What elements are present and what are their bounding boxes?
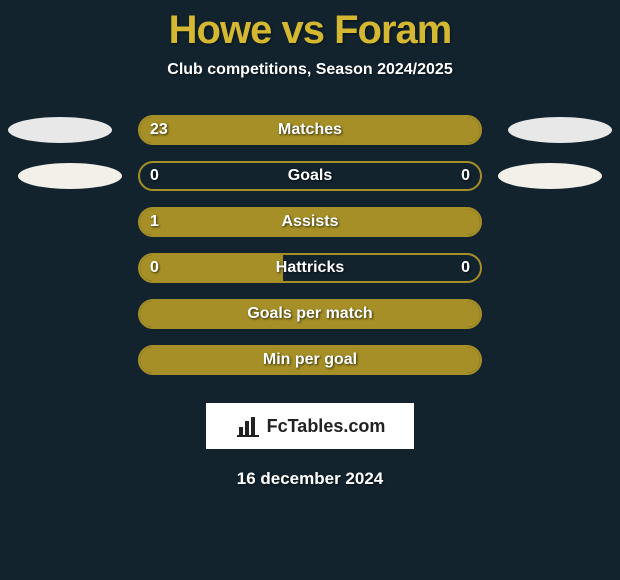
stat-bar-fill-left	[140, 255, 283, 281]
stat-bar: Min per goal	[138, 345, 482, 375]
stat-row: 0 0 Hattricks	[0, 253, 620, 299]
stat-label: Goals per match	[247, 305, 372, 323]
stat-bar: 1 Assists	[138, 207, 482, 237]
player-ellipse-right	[508, 117, 612, 143]
comparison-chart: 23 Matches 0 0 Goals 1 Assists 0 0 Hattricks Goals…	[0, 115, 620, 391]
stat-value-left: 1	[150, 213, 159, 231]
footer-date: 16 december 2024	[0, 469, 620, 489]
page-title: Howe vs Foram	[0, 0, 620, 53]
stat-label: Min per goal	[263, 351, 357, 369]
footer-logo: FcTables.com	[206, 403, 414, 449]
stat-bar: 0 0 Goals	[138, 161, 482, 191]
stat-bar: 23 Matches	[138, 115, 482, 145]
stat-row: 23 Matches	[0, 115, 620, 161]
stat-row: Goals per match	[0, 299, 620, 345]
player-ellipse-left	[8, 117, 112, 143]
stat-label: Hattricks	[276, 259, 344, 277]
page-subtitle: Club competitions, Season 2024/2025	[0, 61, 620, 79]
stat-bar: 0 0 Hattricks	[138, 253, 482, 283]
stat-label: Assists	[282, 213, 339, 231]
stat-value-left: 0	[150, 259, 159, 277]
stat-label: Goals	[288, 167, 332, 185]
stat-bar: Goals per match	[138, 299, 482, 329]
player-ellipse-left	[18, 163, 122, 189]
stat-row: 0 0 Goals	[0, 161, 620, 207]
player-ellipse-right	[498, 163, 602, 189]
stat-value-right: 0	[461, 259, 470, 277]
stat-label: Matches	[278, 121, 342, 139]
stat-value-right: 0	[461, 167, 470, 185]
stat-row: 1 Assists	[0, 207, 620, 253]
chart-icon	[235, 413, 261, 439]
stat-value-left: 23	[150, 121, 168, 139]
footer-logo-text: FcTables.com	[267, 416, 386, 437]
stat-row: Min per goal	[0, 345, 620, 391]
stat-value-left: 0	[150, 167, 159, 185]
